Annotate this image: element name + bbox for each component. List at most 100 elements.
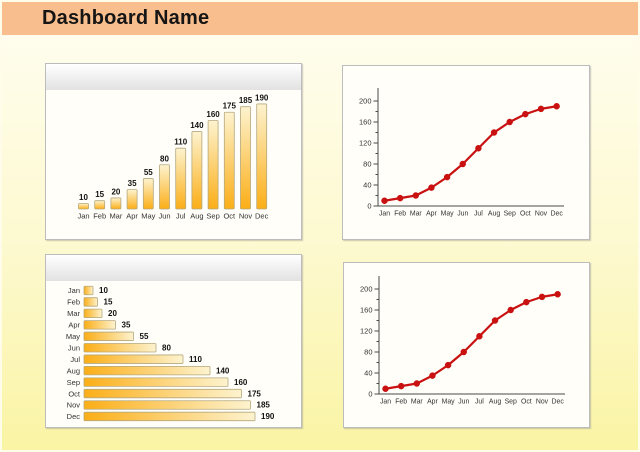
bar bbox=[78, 203, 89, 210]
bar-value-label: 185 bbox=[257, 401, 271, 410]
y-category-label: Jan bbox=[68, 286, 80, 295]
x-tick-label: Sep bbox=[505, 399, 517, 406]
y-category-label: Aug bbox=[67, 366, 80, 375]
bar bbox=[240, 106, 251, 210]
horizontal-bar-chart: Jan 10 Feb 15 Mar 20 Apr 35 May 55 Jun 80 Jul 110 Aug 1… bbox=[66, 285, 275, 421]
y-tick-label: 120 bbox=[360, 327, 373, 336]
bar bbox=[83, 343, 157, 353]
panel-horizontal-bar-chart: Jan 10 Feb 15 Mar 20 Apr 35 May 55 Jun 80 Jul 110 Aug 1… bbox=[45, 254, 302, 428]
x-tick-label: Apr bbox=[427, 399, 438, 406]
bar-value-label: 35 bbox=[122, 321, 131, 330]
bar bbox=[83, 320, 116, 330]
bar bbox=[83, 354, 184, 364]
x-tick-label: Aug bbox=[489, 399, 501, 406]
x-tick-label: Sep bbox=[504, 211, 516, 218]
data-point bbox=[554, 291, 561, 298]
bar-value-label: 10 bbox=[99, 286, 108, 295]
data-point bbox=[444, 361, 452, 369]
data-point bbox=[382, 385, 389, 392]
data-point bbox=[490, 129, 498, 136]
x-tick-label: Dec bbox=[552, 399, 565, 406]
y-tick-label: 80 bbox=[364, 348, 372, 357]
data-point bbox=[553, 103, 560, 110]
bar-value-label: 110 bbox=[174, 138, 187, 147]
bar bbox=[94, 200, 106, 210]
x-tick-label: Oct bbox=[223, 212, 236, 221]
x-tick-label: Jan bbox=[380, 399, 391, 406]
data-point bbox=[413, 380, 420, 387]
bar-value-label: 80 bbox=[160, 154, 169, 163]
bar-value-label: 190 bbox=[261, 412, 275, 421]
x-tick-label: Jul bbox=[474, 211, 483, 218]
data-point bbox=[396, 194, 404, 202]
bar-value-label: 20 bbox=[108, 309, 117, 318]
y-category-label: Oct bbox=[68, 389, 81, 398]
bar bbox=[83, 308, 103, 319]
x-tick-label: Jul bbox=[176, 212, 186, 221]
x-tick-label: Nov bbox=[239, 212, 253, 221]
data-point bbox=[491, 317, 499, 324]
bar-value-label: 140 bbox=[216, 366, 230, 375]
y-tick-label: 200 bbox=[360, 285, 373, 294]
data-point bbox=[507, 306, 514, 314]
bar bbox=[83, 377, 229, 387]
x-tick-label: Oct bbox=[520, 211, 531, 218]
y-tick-label: 160 bbox=[360, 306, 373, 315]
data-point bbox=[428, 184, 435, 191]
y-tick-label: 80 bbox=[363, 160, 371, 169]
y-category-label: Nov bbox=[67, 401, 81, 410]
data-point bbox=[476, 333, 483, 340]
line-chart-bottom: 0 40 80 120 160 200 Jan Feb Mar Apr May Jun Jul Aug Se… bbox=[360, 276, 565, 406]
bar bbox=[83, 366, 211, 376]
bar-value-label: 160 bbox=[206, 110, 220, 119]
bar bbox=[83, 285, 94, 296]
y-category-label: Mar bbox=[67, 309, 80, 318]
x-tick-label: Aug bbox=[488, 211, 500, 218]
data-point bbox=[460, 348, 467, 356]
y-tick-label: 0 bbox=[368, 390, 372, 399]
data-point bbox=[412, 192, 419, 199]
data-point bbox=[537, 105, 545, 113]
bar bbox=[191, 131, 203, 210]
bar-value-label: 20 bbox=[111, 187, 120, 196]
bar bbox=[207, 120, 219, 210]
data-point bbox=[459, 160, 466, 168]
data-point bbox=[475, 145, 482, 152]
y-category-label: Sep bbox=[67, 378, 80, 387]
bar-value-label: 55 bbox=[144, 168, 153, 177]
x-tick-label: Dec bbox=[551, 211, 564, 218]
data-line bbox=[384, 293, 559, 390]
data-point bbox=[538, 293, 546, 301]
bar-value-label: 140 bbox=[190, 121, 204, 130]
panel-line-chart-bottom: 0 40 80 120 160 200 Jan Feb Mar Apr May Jun Jul Aug Se… bbox=[343, 262, 590, 428]
y-category-label: May bbox=[66, 332, 80, 341]
x-tick-label: Mar bbox=[411, 399, 424, 406]
panel-line-chart-top: 0 40 80 120 160 200 Jan Feb Mar Apr May Jun Jul Aug Se… bbox=[342, 65, 590, 240]
bar bbox=[223, 111, 235, 210]
y-tick-label: 120 bbox=[359, 139, 372, 148]
x-tick-label: Feb bbox=[394, 211, 406, 218]
x-tick-label: Oct bbox=[521, 399, 532, 406]
x-tick-label: May bbox=[442, 399, 456, 406]
x-tick-label: Apr bbox=[126, 212, 138, 221]
bar bbox=[126, 189, 138, 210]
bar-value-label: 175 bbox=[248, 389, 262, 398]
data-point bbox=[523, 298, 530, 306]
y-tick-label: 40 bbox=[364, 369, 372, 378]
x-tick-label: Jun bbox=[158, 212, 170, 221]
bar bbox=[159, 164, 170, 210]
x-tick-label: Sep bbox=[206, 212, 219, 221]
bar bbox=[110, 197, 122, 210]
y-tick-label: 40 bbox=[363, 181, 371, 190]
x-tick-label: Jan bbox=[77, 212, 89, 221]
page-title: Dashboard Name bbox=[42, 7, 210, 29]
data-point bbox=[506, 118, 513, 126]
x-tick-label: Aug bbox=[190, 212, 203, 221]
y-tick-label: 200 bbox=[359, 97, 372, 106]
bar bbox=[83, 331, 134, 341]
y-tick-label: 160 bbox=[359, 118, 372, 127]
bar-value-label: 80 bbox=[162, 343, 171, 352]
bar bbox=[83, 297, 98, 307]
x-tick-label: Jan bbox=[379, 211, 390, 218]
